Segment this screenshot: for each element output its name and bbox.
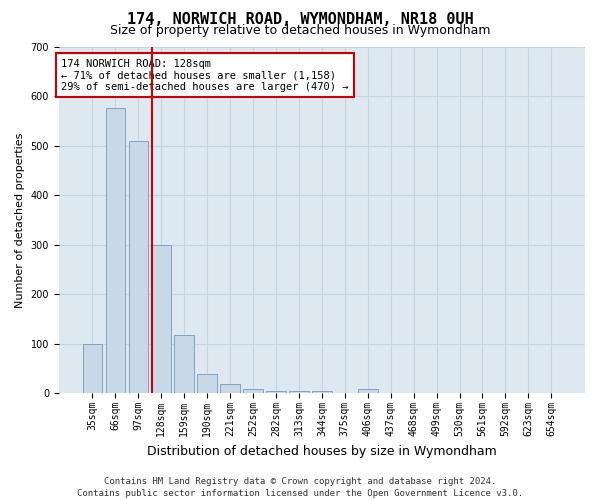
X-axis label: Distribution of detached houses by size in Wymondham: Distribution of detached houses by size … — [147, 444, 497, 458]
Bar — [152, 244, 171, 394]
Text: Size of property relative to detached houses in Wymondham: Size of property relative to detached ho… — [110, 24, 490, 37]
Text: Contains HM Land Registry data © Crown copyright and database right 2024.
Contai: Contains HM Land Registry data © Crown c… — [77, 476, 523, 498]
Bar — [175, 335, 194, 394]
Text: 174 NORWICH ROAD: 128sqm
← 71% of detached houses are smaller (1,158)
29% of sem: 174 NORWICH ROAD: 128sqm ← 71% of detach… — [61, 58, 349, 92]
Bar — [312, 391, 332, 394]
Bar — [266, 391, 286, 394]
Bar — [358, 390, 377, 394]
Bar — [197, 374, 217, 394]
Bar — [244, 390, 263, 394]
Text: 174, NORWICH ROAD, WYMONDHAM, NR18 0UH: 174, NORWICH ROAD, WYMONDHAM, NR18 0UH — [127, 12, 473, 26]
Bar — [289, 391, 308, 394]
Y-axis label: Number of detached properties: Number of detached properties — [15, 132, 25, 308]
Bar — [220, 384, 240, 394]
Bar — [106, 108, 125, 394]
Bar — [83, 344, 102, 394]
Bar — [128, 140, 148, 394]
